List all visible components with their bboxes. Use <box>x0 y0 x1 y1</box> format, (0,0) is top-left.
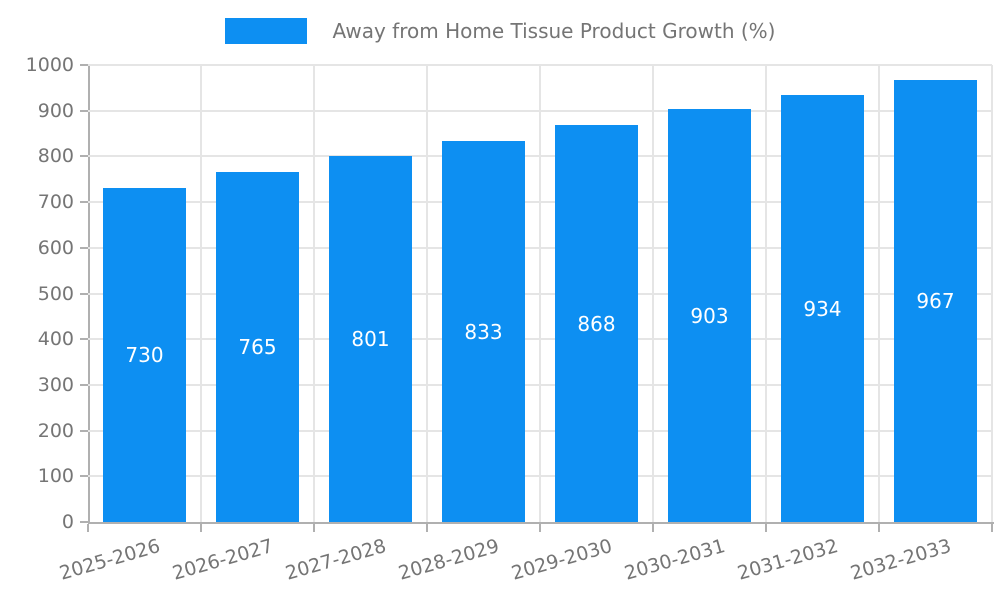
y-axis-tick-label: 600 <box>37 236 74 259</box>
x-axis-tick <box>539 524 541 532</box>
x-axis-tick-label: 2029-2030 <box>508 535 615 585</box>
y-axis-tick <box>80 338 88 341</box>
y-axis-tick <box>80 64 88 66</box>
x-gridline <box>539 65 541 522</box>
x-axis-tick-label: 2032-2033 <box>847 535 954 585</box>
bar[interactable] <box>329 155 412 522</box>
y-axis-tick-label: 0 <box>61 511 74 533</box>
x-gridline <box>652 65 654 522</box>
y-axis-tick <box>80 383 88 386</box>
y-axis-tick-label: 500 <box>37 282 74 305</box>
x-gridline <box>426 65 428 522</box>
x-gridline <box>313 65 315 522</box>
y-axis-tick <box>80 475 88 478</box>
legend-label[interactable]: Away from Home Tissue Product Growth (%) <box>332 19 776 43</box>
bar[interactable] <box>781 95 864 522</box>
bar[interactable] <box>894 80 977 522</box>
x-axis-tick-label: 2031-2032 <box>734 535 841 585</box>
x-axis-tick <box>991 524 993 532</box>
x-gridline <box>991 65 993 522</box>
x-gridline <box>878 65 880 522</box>
bar-value-label: 801 <box>351 326 390 351</box>
bar[interactable] <box>668 109 751 522</box>
x-axis-tick <box>765 524 767 532</box>
y-axis-tick-label: 800 <box>37 145 74 168</box>
y-axis-tick <box>80 155 88 158</box>
bar-value-label: 903 <box>690 303 729 328</box>
x-gridline <box>765 65 767 522</box>
y-axis-tick <box>80 429 88 432</box>
y-axis-tick <box>80 292 88 295</box>
y-axis-tick-label: 900 <box>37 99 74 122</box>
x-axis-tick <box>87 524 89 532</box>
x-axis-tick-label: 2025-2026 <box>56 535 163 585</box>
y-axis-tick <box>80 246 88 249</box>
x-gridline <box>200 65 202 522</box>
bar-value-label: 868 <box>577 311 616 336</box>
y-axis-tick-label: 700 <box>37 191 74 214</box>
x-axis-tick <box>878 524 880 532</box>
x-axis-tick-label: 2030-2031 <box>621 535 728 585</box>
legend-swatch[interactable] <box>224 18 307 44</box>
y-axis-tick <box>80 201 88 204</box>
x-axis-tick-label: 2028-2029 <box>395 535 502 585</box>
bar-value-label: 833 <box>464 319 503 344</box>
y-axis-tick-label: 400 <box>37 328 74 351</box>
x-axis-tick <box>313 524 315 532</box>
bar-value-label: 934 <box>803 296 842 321</box>
bar-value-label: 967 <box>916 289 955 314</box>
bar[interactable] <box>216 172 299 522</box>
x-axis-tick <box>652 524 654 532</box>
y-axis-tick <box>80 521 88 523</box>
x-axis-tick-label: 2026-2027 <box>169 535 276 585</box>
bar[interactable] <box>442 141 525 522</box>
y-axis-tick-label: 100 <box>37 465 74 488</box>
x-axis-tick <box>426 524 428 532</box>
plot-area <box>88 65 994 524</box>
y-axis-tick <box>80 109 88 112</box>
y-axis-tick-label: 1000 <box>25 54 74 76</box>
y-axis-tick-label: 200 <box>37 419 74 442</box>
y-axis-tick-label: 300 <box>37 373 74 396</box>
x-axis-tick <box>200 524 202 532</box>
bar-value-label: 730 <box>125 343 164 368</box>
bar[interactable] <box>103 188 186 522</box>
bar-value-label: 765 <box>238 335 277 360</box>
legend: Away from Home Tissue Product Growth (%) <box>0 14 1000 48</box>
x-axis-tick-label: 2027-2028 <box>282 535 389 585</box>
bar[interactable] <box>555 125 638 522</box>
